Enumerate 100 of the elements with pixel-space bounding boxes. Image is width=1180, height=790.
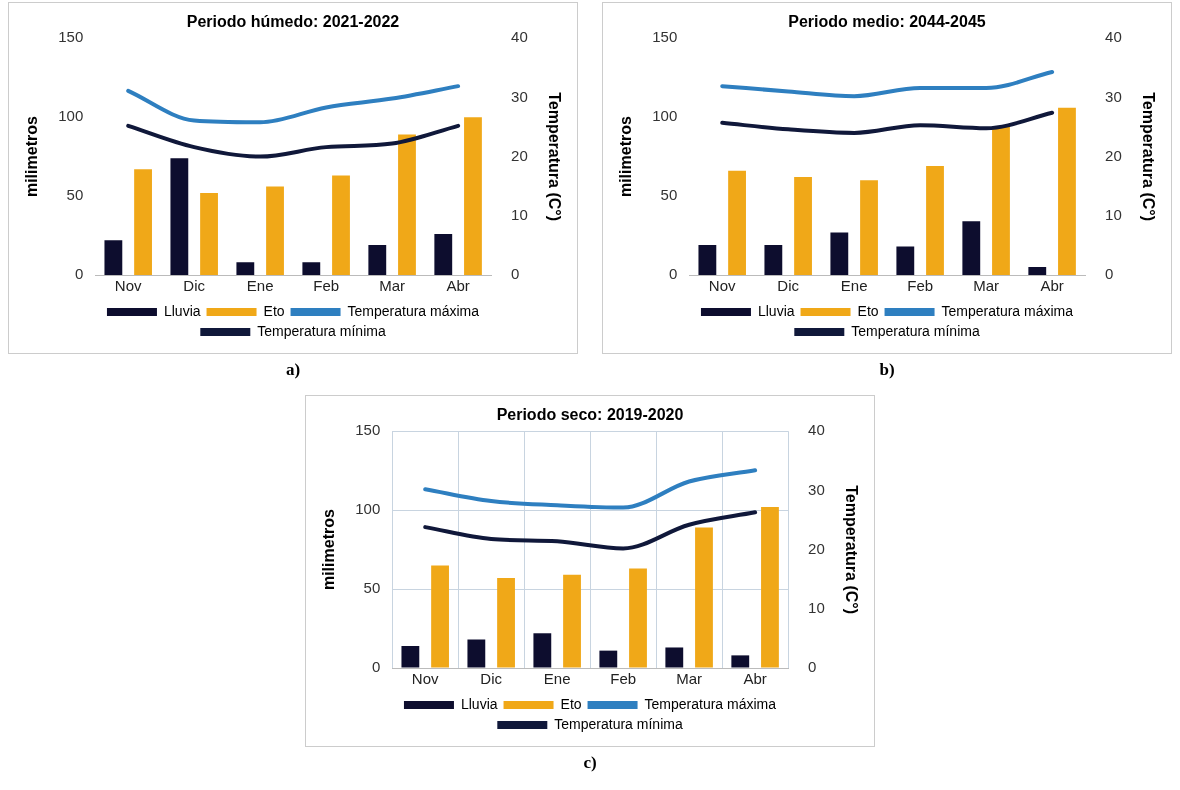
line-series <box>126 123 461 159</box>
bar <box>731 655 750 668</box>
bar <box>563 574 581 668</box>
y-tick-label: 100 <box>355 500 381 518</box>
legend-label: Temperatura máxima <box>941 302 1074 319</box>
text: b) <box>878 360 896 380</box>
y2-tick-label: 20 <box>808 539 825 557</box>
y-tick-label: 150 <box>652 28 678 46</box>
x-tick-label: Feb <box>610 670 637 688</box>
x-tick-label: Nov <box>708 277 737 295</box>
bar <box>764 245 783 275</box>
y2-tick-label: 30 <box>511 87 528 105</box>
y2-tick-label: 40 <box>511 28 528 46</box>
x-tick-label: Ene <box>840 277 868 295</box>
y-tick-label: 50 <box>363 579 381 597</box>
x-tick-label: Ene <box>543 670 571 688</box>
bar <box>1028 267 1047 275</box>
x-tick-label: Nov <box>411 670 440 688</box>
line-series <box>720 69 1055 99</box>
chart-title: Periodo seco: 2019-2020 <box>496 406 684 424</box>
x-tick-label: Mar <box>973 277 1000 295</box>
y2-tick-label: 20 <box>1105 146 1122 164</box>
y-tick-label: 0 <box>74 265 84 283</box>
y2-tick-label: 10 <box>808 598 825 616</box>
bar <box>134 169 152 275</box>
y2-tick-label: 0 <box>808 658 817 676</box>
y-tick-label: 150 <box>58 28 84 46</box>
y-tick-label: 100 <box>58 107 84 125</box>
y2-tick-label: 0 <box>1105 265 1114 283</box>
legend-label: Temperatura máxima <box>347 302 480 319</box>
chart-title: Periodo húmedo: 2021-2022 <box>186 13 400 31</box>
x-tick-label: Dic <box>777 277 800 295</box>
text: a) <box>284 360 302 380</box>
legend-label: Eto <box>560 695 582 712</box>
bar <box>398 134 416 275</box>
y2-tick-label: 30 <box>1105 87 1122 105</box>
bar <box>695 527 713 668</box>
y2-tick-label: 10 <box>511 205 528 223</box>
x-tick-label: Dic <box>480 670 503 688</box>
legend-label: Temperatura mínima <box>851 322 980 339</box>
bar <box>200 192 218 275</box>
line-series <box>423 510 758 551</box>
x-tick-label: Dic <box>183 277 206 295</box>
y2-tick-label: 40 <box>808 421 825 439</box>
y-tick-label: 0 <box>371 658 381 676</box>
bar <box>170 158 189 275</box>
bar <box>896 246 915 275</box>
bar <box>431 565 449 668</box>
y2-tick-label: 40 <box>1105 28 1122 46</box>
chart-title: Periodo medio: 2044-2045 <box>788 13 986 31</box>
y2-tick-label: 20 <box>511 146 528 164</box>
y-axis-title: milimetros <box>23 116 41 198</box>
bar <box>401 645 420 668</box>
bar <box>1058 107 1076 275</box>
line-series <box>126 84 461 125</box>
y-tick-label: 150 <box>355 421 381 439</box>
bar <box>467 639 486 668</box>
bar <box>497 578 515 668</box>
y-tick-label: 50 <box>66 186 84 204</box>
bar <box>368 245 387 275</box>
y2-tick-label: 10 <box>1105 205 1122 223</box>
bar <box>992 126 1010 275</box>
bar <box>104 240 123 275</box>
bar <box>830 232 849 275</box>
bar <box>794 177 812 275</box>
line-series <box>720 110 1055 135</box>
legend-label: Eto <box>857 302 879 319</box>
y-tick-label: 50 <box>660 186 678 204</box>
y2-axis-title: Temperatura (C°) <box>1139 92 1157 221</box>
x-tick-label: Mar <box>379 277 406 295</box>
bar <box>236 262 255 275</box>
y-axis-title: milimetros <box>320 509 338 591</box>
x-tick-label: Abr <box>743 670 767 688</box>
bar <box>599 650 618 668</box>
y2-axis-title: Temperatura (C°) <box>545 92 563 221</box>
y-axis-title: milimetros <box>617 116 635 198</box>
y-tick-label: 100 <box>652 107 678 125</box>
bar <box>698 245 717 275</box>
bar <box>962 221 981 275</box>
bar <box>332 175 350 275</box>
x-tick-label: Abr <box>1040 277 1064 295</box>
bar <box>728 170 746 275</box>
legend-label: Temperatura mínima <box>257 322 386 339</box>
bar <box>926 166 944 275</box>
bar <box>533 633 552 668</box>
legend-label: Temperatura máxima <box>644 695 777 712</box>
bar <box>761 506 779 668</box>
bar <box>629 568 647 668</box>
y2-tick-label: 30 <box>808 480 825 498</box>
x-tick-label: Nov <box>114 277 143 295</box>
legend-label: Eto <box>263 302 285 319</box>
y2-tick-label: 0 <box>511 265 520 283</box>
text: c) <box>582 753 598 773</box>
legend-label: Temperatura mínima <box>554 715 683 732</box>
x-tick-label: Feb <box>313 277 340 295</box>
y-tick-label: 0 <box>668 265 678 283</box>
bar <box>302 262 321 275</box>
x-tick-label: Mar <box>676 670 703 688</box>
legend-label: Lluvia <box>757 302 795 319</box>
line-series <box>423 468 758 510</box>
